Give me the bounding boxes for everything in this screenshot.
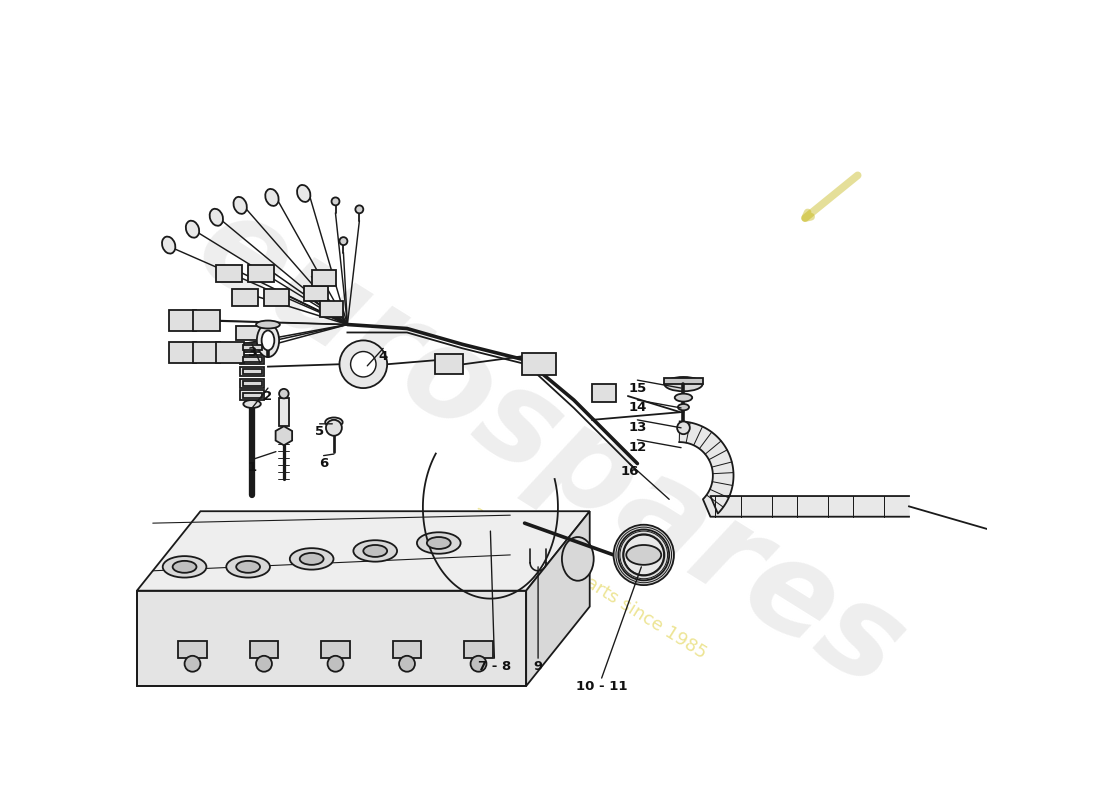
Bar <box>321 641 350 658</box>
Bar <box>240 366 264 376</box>
Text: 9: 9 <box>534 660 542 673</box>
Ellipse shape <box>326 418 343 427</box>
Bar <box>240 342 264 352</box>
Bar <box>434 354 463 374</box>
Ellipse shape <box>678 404 689 410</box>
Bar <box>464 641 493 658</box>
Ellipse shape <box>562 537 594 581</box>
Ellipse shape <box>257 324 279 357</box>
Bar <box>264 289 289 306</box>
Ellipse shape <box>173 561 197 573</box>
Ellipse shape <box>163 556 207 578</box>
Ellipse shape <box>256 321 279 329</box>
Text: 5: 5 <box>315 426 324 438</box>
Bar <box>393 641 421 658</box>
Text: 12: 12 <box>628 441 647 454</box>
Text: 14: 14 <box>628 402 647 414</box>
Ellipse shape <box>186 221 199 238</box>
Bar <box>240 378 264 388</box>
Bar <box>242 369 262 374</box>
Bar <box>249 265 274 282</box>
Bar <box>217 342 244 362</box>
Ellipse shape <box>330 420 338 425</box>
Polygon shape <box>136 511 590 590</box>
Ellipse shape <box>353 540 397 562</box>
Polygon shape <box>136 590 526 686</box>
Circle shape <box>279 389 288 398</box>
Ellipse shape <box>227 556 270 578</box>
Ellipse shape <box>233 197 246 214</box>
Text: 7 - 8: 7 - 8 <box>477 660 512 673</box>
Circle shape <box>355 206 363 214</box>
Circle shape <box>328 656 343 672</box>
Bar <box>320 302 343 318</box>
Text: a passion for parts since 1985: a passion for parts since 1985 <box>470 503 711 662</box>
Ellipse shape <box>664 377 703 391</box>
Ellipse shape <box>243 400 261 408</box>
Ellipse shape <box>162 237 175 254</box>
Circle shape <box>618 530 669 580</box>
Ellipse shape <box>236 561 260 573</box>
Bar <box>240 390 264 400</box>
Circle shape <box>331 198 340 206</box>
Bar <box>522 353 556 375</box>
Bar <box>217 265 242 282</box>
Ellipse shape <box>262 330 274 350</box>
Text: 10 - 11: 10 - 11 <box>576 679 627 693</box>
Ellipse shape <box>210 209 223 226</box>
Ellipse shape <box>297 185 310 202</box>
Bar <box>304 286 328 302</box>
Bar <box>242 393 262 398</box>
Circle shape <box>399 656 415 672</box>
Bar <box>279 398 288 426</box>
Bar <box>1057 545 1075 557</box>
Circle shape <box>351 351 376 377</box>
Bar <box>592 384 616 402</box>
Text: eurospares: eurospares <box>175 181 925 714</box>
Bar <box>168 342 197 362</box>
Ellipse shape <box>299 553 323 565</box>
Ellipse shape <box>417 532 461 554</box>
Bar <box>250 641 278 658</box>
Text: 1: 1 <box>248 461 256 474</box>
Bar <box>242 357 262 362</box>
Circle shape <box>623 534 664 575</box>
Text: 16: 16 <box>620 465 639 478</box>
Ellipse shape <box>674 394 692 402</box>
Text: 6: 6 <box>319 457 328 470</box>
Text: 15: 15 <box>628 382 647 394</box>
Ellipse shape <box>626 545 661 565</box>
Text: 13: 13 <box>628 422 647 434</box>
Text: 3: 3 <box>248 346 256 359</box>
Bar <box>240 354 264 364</box>
Bar <box>242 381 262 386</box>
Bar <box>232 289 257 306</box>
Circle shape <box>340 237 348 245</box>
Circle shape <box>185 656 200 672</box>
Text: 4: 4 <box>378 350 388 363</box>
Circle shape <box>614 525 674 585</box>
Ellipse shape <box>289 548 333 570</box>
Ellipse shape <box>363 545 387 557</box>
Circle shape <box>340 341 387 388</box>
Text: 2: 2 <box>263 390 273 402</box>
Bar <box>311 270 336 286</box>
Polygon shape <box>276 426 293 446</box>
Bar <box>192 342 220 362</box>
Circle shape <box>326 420 342 436</box>
Polygon shape <box>680 422 909 517</box>
Ellipse shape <box>265 189 278 206</box>
Ellipse shape <box>427 537 451 549</box>
Polygon shape <box>664 378 703 384</box>
Bar <box>192 310 220 331</box>
Bar <box>242 345 262 350</box>
Circle shape <box>471 656 486 672</box>
Bar <box>236 326 268 341</box>
Circle shape <box>256 656 272 672</box>
Bar <box>178 641 207 658</box>
Circle shape <box>678 422 690 434</box>
Bar <box>168 310 197 331</box>
Polygon shape <box>526 511 590 686</box>
